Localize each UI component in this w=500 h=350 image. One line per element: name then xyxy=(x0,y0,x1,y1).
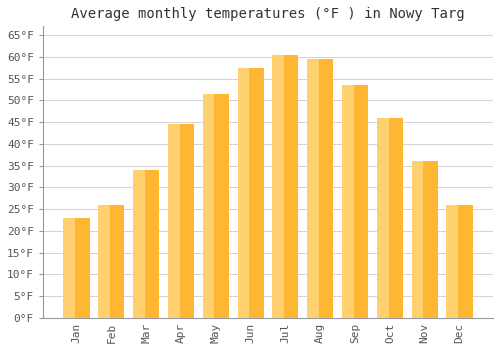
Bar xyxy=(307,59,319,318)
Bar xyxy=(202,94,214,318)
Bar xyxy=(412,161,438,318)
Bar xyxy=(168,124,194,318)
Bar xyxy=(272,55,298,318)
Bar xyxy=(238,68,264,318)
Bar xyxy=(64,218,90,318)
Bar xyxy=(342,85,368,318)
Bar xyxy=(98,205,110,318)
Bar xyxy=(377,118,403,318)
Bar xyxy=(133,170,159,318)
Bar xyxy=(133,170,145,318)
Bar xyxy=(168,124,179,318)
Bar xyxy=(377,118,388,318)
Bar xyxy=(446,205,472,318)
Bar xyxy=(98,205,124,318)
Bar xyxy=(342,85,354,318)
Bar xyxy=(238,68,250,318)
Bar xyxy=(446,205,458,318)
Bar xyxy=(307,59,334,318)
Bar xyxy=(272,55,284,318)
Bar xyxy=(202,94,229,318)
Title: Average monthly temperatures (°F ) in Nowy Targ: Average monthly temperatures (°F ) in No… xyxy=(71,7,465,21)
Bar xyxy=(64,218,75,318)
Bar xyxy=(412,161,424,318)
